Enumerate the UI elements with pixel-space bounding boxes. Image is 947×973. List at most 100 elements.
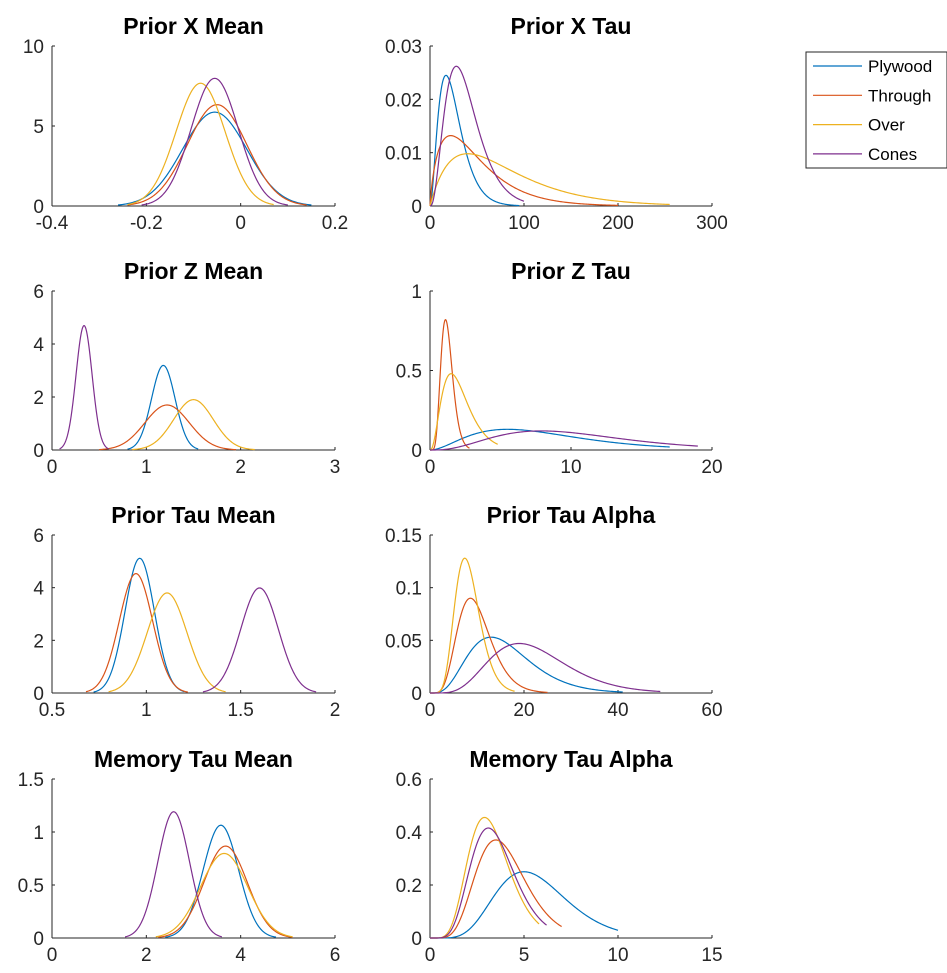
subplot-title: Prior Tau Alpha [487,502,656,528]
x-tick-label: 0 [425,213,436,234]
x-tick-label: 2 [235,457,246,478]
curve-over [127,82,274,206]
x-tick-label: 0.5 [39,700,65,721]
curve-plywood [429,428,670,451]
x-tick-label: 6 [330,945,341,966]
x-tick-label: 0 [47,945,58,966]
y-tick-label: 0 [33,929,44,950]
y-tick-label: 4 [33,579,44,600]
y-tick-label: 4 [33,335,44,356]
y-tick-label: 0.03 [385,37,422,58]
x-tick-label: 4 [235,945,246,966]
curve-through [127,104,307,206]
y-tick-label: 0 [33,197,44,218]
y-tick-label: 0.05 [385,631,422,652]
subplot-title: Memory Tau Alpha [469,746,672,772]
x-tick-label: 3 [330,457,341,478]
x-tick-label: 60 [701,700,722,721]
x-tick-label: 2 [330,700,341,721]
y-tick-label: 2 [33,631,44,652]
curve-plywood [93,557,185,693]
y-tick-label: 0.4 [396,823,423,844]
y-tick-label: 0 [411,929,422,950]
curve-cones [429,65,525,207]
curve-plywood [165,824,277,938]
x-tick-label: 2 [141,945,152,966]
curve-through [158,845,293,938]
y-tick-label: 6 [33,526,44,547]
y-tick-label: 0 [411,684,422,705]
curve-through [430,597,548,694]
curve-over [155,852,293,938]
x-tick-label: 40 [607,700,628,721]
x-tick-label: 0.2 [322,213,348,234]
curve-cones [141,77,288,206]
curve-plywood [430,636,623,694]
y-tick-label: 1 [411,282,422,303]
curve-over [429,373,498,451]
x-tick-label: 5 [519,945,530,966]
curve-cones [430,430,698,451]
y-tick-label: 0.5 [18,876,44,897]
subplot-title: Prior Tau Mean [111,502,275,528]
curve-through [430,839,562,939]
curve-plywood [117,111,312,206]
curve-plywood [127,364,199,450]
subplot-prior-tau-mean: Prior Tau Mean 0.5 1 1.5 2 0 2 4 6 [33,502,340,721]
x-tick-label: 1.5 [227,700,253,721]
curve-over [429,153,670,207]
curve-cones [202,587,317,693]
y-tick-label: 0.01 [385,144,422,165]
subplot-prior-x-tau: Prior X Tau 0 100 200 300 0 0.01 0.02 0.03 [385,13,728,234]
curve-plywood [429,74,520,207]
curve-over [430,557,515,694]
curve-cones [430,642,661,694]
subplot-title: Prior Z Mean [124,258,263,284]
y-tick-label: 1.5 [18,770,44,791]
legend-label-cones: Cones [868,145,917,164]
curve-over [430,816,540,939]
subplot-title: Memory Tau Mean [94,746,293,772]
y-tick-label: 0.15 [385,526,422,547]
subplot-prior-z-tau: Prior Z Tau 0 10 20 0 0.5 1 [396,258,723,478]
subplot-memory-tau-alpha: Memory Tau Alpha 0 5 10 15 0 0.2 0.4 0.6 [396,746,723,966]
curve-plywood [430,871,619,939]
x-tick-label: 0 [425,945,436,966]
subplot-title: Prior X Tau [511,13,632,39]
x-tick-label: 1 [141,700,152,721]
x-tick-label: 15 [701,945,722,966]
x-tick-label: 10 [607,945,628,966]
x-tick-label: -0.2 [130,213,163,234]
legend-label-plywood: Plywood [868,57,932,76]
y-tick-label: 0.5 [396,362,422,383]
curve-over [108,592,226,693]
y-tick-label: 0.6 [396,770,422,791]
curve-through [430,318,470,451]
x-tick-label: 20 [701,457,722,478]
curve-through [429,135,619,207]
y-tick-label: 1 [33,823,44,844]
y-tick-label: 0.2 [396,876,422,897]
x-tick-label: 1 [141,457,152,478]
x-tick-label: 0 [425,700,436,721]
x-tick-label: 20 [513,700,534,721]
y-tick-label: 10 [23,37,44,58]
subplot-prior-z-mean: Prior Z Mean 0 1 2 3 0 2 4 6 [33,258,340,478]
curve-through [85,573,188,693]
legend-box [805,51,947,169]
subplot-memory-tau-mean: Memory Tau Mean 0 2 4 6 0 0.5 1 1.5 [18,746,341,966]
y-tick-label: 2 [33,388,44,409]
curve-cones [430,827,547,939]
y-tick-label: 0 [411,441,422,462]
legend-label-over: Over [868,116,905,135]
subplot-prior-x-mean: Prior X Mean -0.4 -0.2 0 0.2 0 5 10 [23,13,348,234]
x-tick-label: 300 [696,213,728,234]
y-tick-label: 6 [33,282,44,303]
x-tick-label: 100 [508,213,540,234]
x-tick-label: 200 [602,213,634,234]
curve-over [132,399,255,451]
curve-cones [59,324,109,450]
x-tick-label: -0.4 [36,213,69,234]
